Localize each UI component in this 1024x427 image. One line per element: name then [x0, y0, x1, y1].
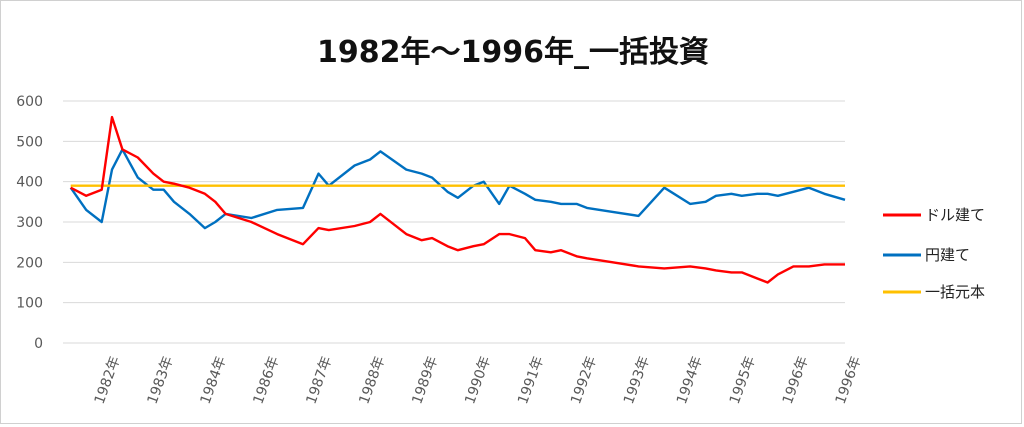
y-tick-label: 300: [16, 215, 43, 231]
chart-title: 1982年～1996年_一括投資: [317, 35, 709, 70]
y-tick-label: 400: [16, 175, 43, 191]
y-tick-label: 0: [34, 336, 43, 352]
y-tick-label: 600: [16, 94, 43, 110]
x-tick-label: 1987年: [303, 354, 335, 406]
x-tick-label: 1988年: [356, 354, 388, 406]
x-tick-label: 1990年: [462, 354, 494, 406]
x-tick-label: 1993年: [621, 354, 653, 406]
x-tick-label: 1983年: [145, 354, 177, 406]
x-tick-label: 1996年: [780, 354, 812, 406]
series-line-0: [70, 115, 845, 284]
x-tick-label: 1984年: [198, 354, 230, 406]
x-tick-label: 1982年: [92, 354, 124, 406]
legend-label-0: ドル建て: [925, 206, 985, 224]
legend-label-2: 一括元本: [925, 283, 985, 301]
x-tick-label: 1991年: [515, 354, 547, 406]
x-tick-label: 1992年: [568, 354, 600, 406]
x-tick-label: 1994年: [674, 354, 706, 406]
x-tick-label: 1989年: [409, 354, 441, 406]
y-tick-label: 500: [16, 134, 43, 150]
legend-label-1: 円建て: [925, 246, 970, 264]
y-tick-label: 100: [16, 296, 43, 312]
y-tick-label: 200: [16, 255, 43, 271]
x-tick-label: 1995年: [727, 354, 759, 406]
series-line-1: [69, 148, 846, 230]
x-tick-label: 1996年: [833, 354, 865, 406]
x-tick-label: 1986年: [251, 354, 283, 406]
